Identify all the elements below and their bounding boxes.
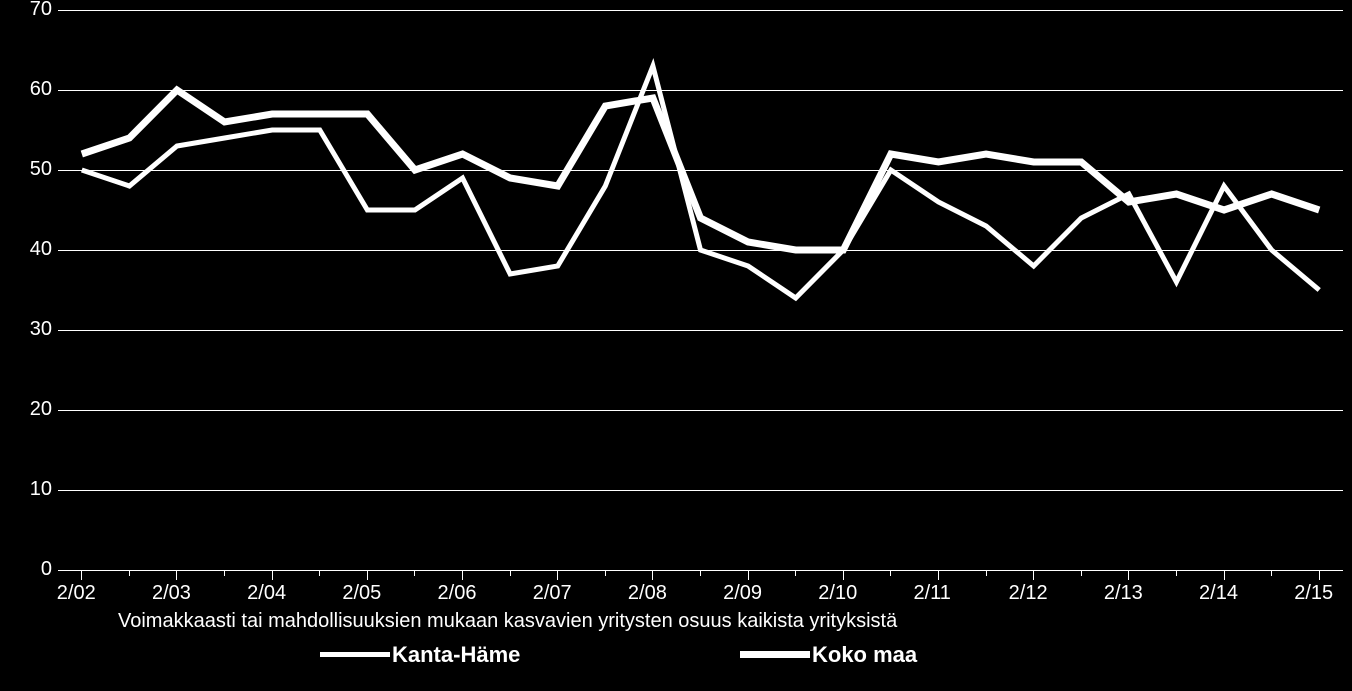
x-tick-label: 2/05 [342, 582, 381, 605]
x-tick [1271, 570, 1272, 576]
x-tick [652, 570, 653, 580]
x-tick-label: 2/12 [1009, 582, 1048, 605]
x-tick-label: 2/07 [533, 582, 572, 605]
x-tick [367, 570, 368, 580]
legend-koko-maa-swatch [740, 651, 810, 658]
legend-kanta-hame-label: Kanta-Häme [392, 642, 520, 668]
x-tick [462, 570, 463, 580]
x-tick [605, 570, 606, 576]
y-tick-label: 50 [4, 158, 52, 181]
plot-area [58, 10, 1343, 570]
x-tick-label: 2/11 [913, 582, 950, 605]
x-tick [795, 570, 796, 576]
x-tick [1224, 570, 1225, 580]
x-tick [1033, 570, 1034, 580]
x-tick [129, 570, 130, 576]
chart-caption: Voimakkaasti tai mahdollisuuksien mukaan… [118, 610, 897, 633]
x-tick-label: 2/15 [1294, 582, 1333, 605]
y-tick-label: 10 [4, 478, 52, 501]
x-tick [843, 570, 844, 580]
x-tick-label: 2/08 [628, 582, 667, 605]
x-tick [81, 570, 82, 580]
line-chart: 0 10 20 30 40 50 60 70 2/02 2/03 2/04 2/05 2/06 2/07 2… [0, 0, 1352, 691]
x-tick [224, 570, 225, 576]
x-tick [1081, 570, 1082, 576]
x-tick [1176, 570, 1177, 576]
y-tick-label: 60 [4, 78, 52, 101]
x-tick-label: 2/09 [723, 582, 762, 605]
x-tick [176, 570, 177, 580]
x-tick [890, 570, 891, 576]
legend-kanta-hame-swatch [320, 652, 390, 657]
x-tick-label: 2/06 [438, 582, 477, 605]
y-tick-label: 20 [4, 398, 52, 421]
series-koko-maa [82, 90, 1319, 250]
x-tick [986, 570, 987, 576]
x-tick [700, 570, 701, 576]
x-tick-label: 2/02 [57, 582, 96, 605]
series-svg [58, 10, 1343, 570]
y-tick-label: 70 [4, 0, 52, 21]
x-tick-label: 2/10 [818, 582, 857, 605]
x-tick-label: 2/13 [1104, 582, 1143, 605]
x-tick-label: 2/04 [247, 582, 286, 605]
x-tick [938, 570, 939, 580]
x-tick [557, 570, 558, 580]
x-tick [319, 570, 320, 576]
y-tick-label: 30 [4, 318, 52, 341]
x-tick [748, 570, 749, 580]
y-tick-label: 0 [4, 558, 52, 581]
y-tick-label: 40 [4, 238, 52, 261]
x-tick-label: 2/03 [152, 582, 191, 605]
x-tick [414, 570, 415, 576]
x-tick [510, 570, 511, 576]
x-tick [1128, 570, 1129, 580]
x-tick [272, 570, 273, 580]
x-tick-label: 2/14 [1199, 582, 1238, 605]
legend-koko-maa-label: Koko maa [812, 642, 917, 668]
x-tick [1319, 570, 1320, 580]
series-kanta-hame [82, 66, 1319, 298]
